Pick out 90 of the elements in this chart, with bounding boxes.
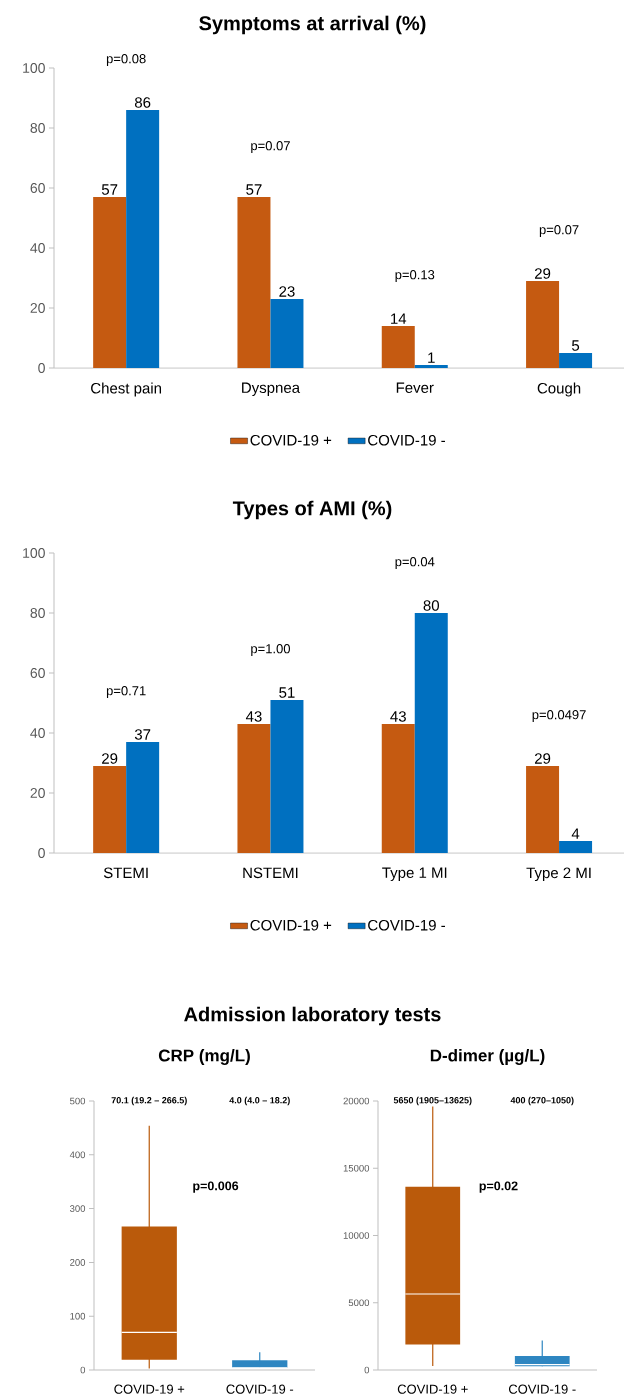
y-tick-label: 80 [30,123,45,133]
chart-title: Types of AMI (%) [232,500,392,520]
data-label: 43 [245,711,262,722]
x-tick-label: COVID-19 - [226,1384,294,1394]
y-tick-label: 80 [30,608,45,618]
bar [126,741,160,853]
x-tick-label: NSTEMI [243,867,298,879]
annotation: 5650 (1905–13625) [393,1096,472,1106]
x-tick-label: COVID-19 + [114,1384,185,1394]
bar [381,325,415,368]
annotation: p=1.00 [251,644,291,656]
data-label: 4 [571,828,580,839]
chart-subtitle: D-dimer (µg/L) [430,1049,545,1065]
x-tick-label: COVID-19 - [508,1384,576,1394]
y-tick-label: 0 [38,363,45,373]
x-tick-label: Dyspnea [242,382,301,396]
bar [559,352,593,368]
data-label: 5 [571,340,580,351]
bar [559,840,593,853]
x-tick-label: STEMI [103,867,148,879]
legend-label: COVID-19 + [250,919,332,931]
data-label: 37 [134,729,151,740]
bar [414,612,448,853]
y-tick-label: 100 [23,63,45,73]
y-tick-label: 500 [69,1097,86,1105]
annotation: p=0.0497 [532,710,586,722]
y-tick-label: 60 [30,183,45,193]
y-tick-label: 20 [30,303,45,313]
data-label: 29 [534,753,551,764]
bar [526,765,560,853]
chart-title: Symptoms at arrival (%) [199,15,426,35]
y-tick-label: 20000 [343,1097,370,1105]
y-tick-label: 0 [80,1366,86,1374]
bar [414,364,448,368]
bar [126,109,160,368]
legend-label: COVID-19 - [368,434,446,446]
data-label: 23 [279,286,295,297]
bar [237,196,271,368]
y-tick-label: 0 [364,1366,370,1374]
y-tick-label: 300 [69,1205,86,1212]
bar [237,723,271,853]
x-tick-label: Fever [396,382,434,393]
y-tick-label: 40 [30,728,45,738]
bar [270,298,304,368]
y-tick-label: 20 [30,788,45,798]
annotation: p=0.71 [106,686,146,698]
annotation: p=0.006 [193,1181,239,1193]
y-tick-label: 10000 [343,1232,370,1239]
chart-title: Admission laboratory tests [184,1006,441,1026]
x-tick-label: COVID-19 + [397,1384,468,1394]
bar [270,699,304,853]
y-tick-label: 15000 [343,1164,370,1172]
bar [526,280,560,368]
data-label: 80 [423,600,440,611]
y-tick-label: 5000 [348,1299,370,1307]
data-label: 43 [390,711,406,722]
legend-label: COVID-19 + [250,434,332,446]
y-tick-label: 0 [38,848,45,858]
x-tick-label: Type 1 MI [382,867,447,881]
x-tick-label: Type 2 MI [526,867,591,882]
y-tick-label: 400 [69,1151,86,1159]
data-label: 29 [102,753,118,764]
y-tick-label: 40 [30,243,45,253]
bar [93,765,127,853]
data-label: 57 [246,184,262,195]
annotation: p=0.07 [539,225,579,237]
text: p=0.08 [106,54,146,66]
annotation: p=0.04 [395,557,435,569]
annotation: p=0.07 [251,141,290,153]
data-label: 51 [279,687,295,698]
y-tick-label: 200 [70,1259,86,1266]
x-tick-label: Chest pain [91,382,162,397]
bar [381,723,415,853]
y-tick-label: 100 [70,1312,86,1320]
annotation: p=0.13 [395,270,435,282]
data-label: 1 [428,352,435,363]
annotation: p=0.02 [479,1181,518,1193]
annotation: 400 (270–1050) [510,1096,574,1106]
chart-subtitle: CRP (mg/L) [158,1049,250,1065]
bar [93,196,127,368]
annotation: 70.1 (19.2 – 266.5) [111,1096,187,1106]
legend-label: COVID-19 - [368,919,446,931]
data-label: 14 [391,313,407,324]
data-label: 57 [101,184,118,195]
x-tick-label: Cough [537,382,581,397]
y-tick-label: 100 [23,548,45,558]
annotation: 4.0 (4.0 – 18.2) [229,1096,290,1106]
data-label: 86 [134,97,151,108]
y-tick-label: 60 [30,668,45,678]
data-label: 29 [534,268,551,279]
